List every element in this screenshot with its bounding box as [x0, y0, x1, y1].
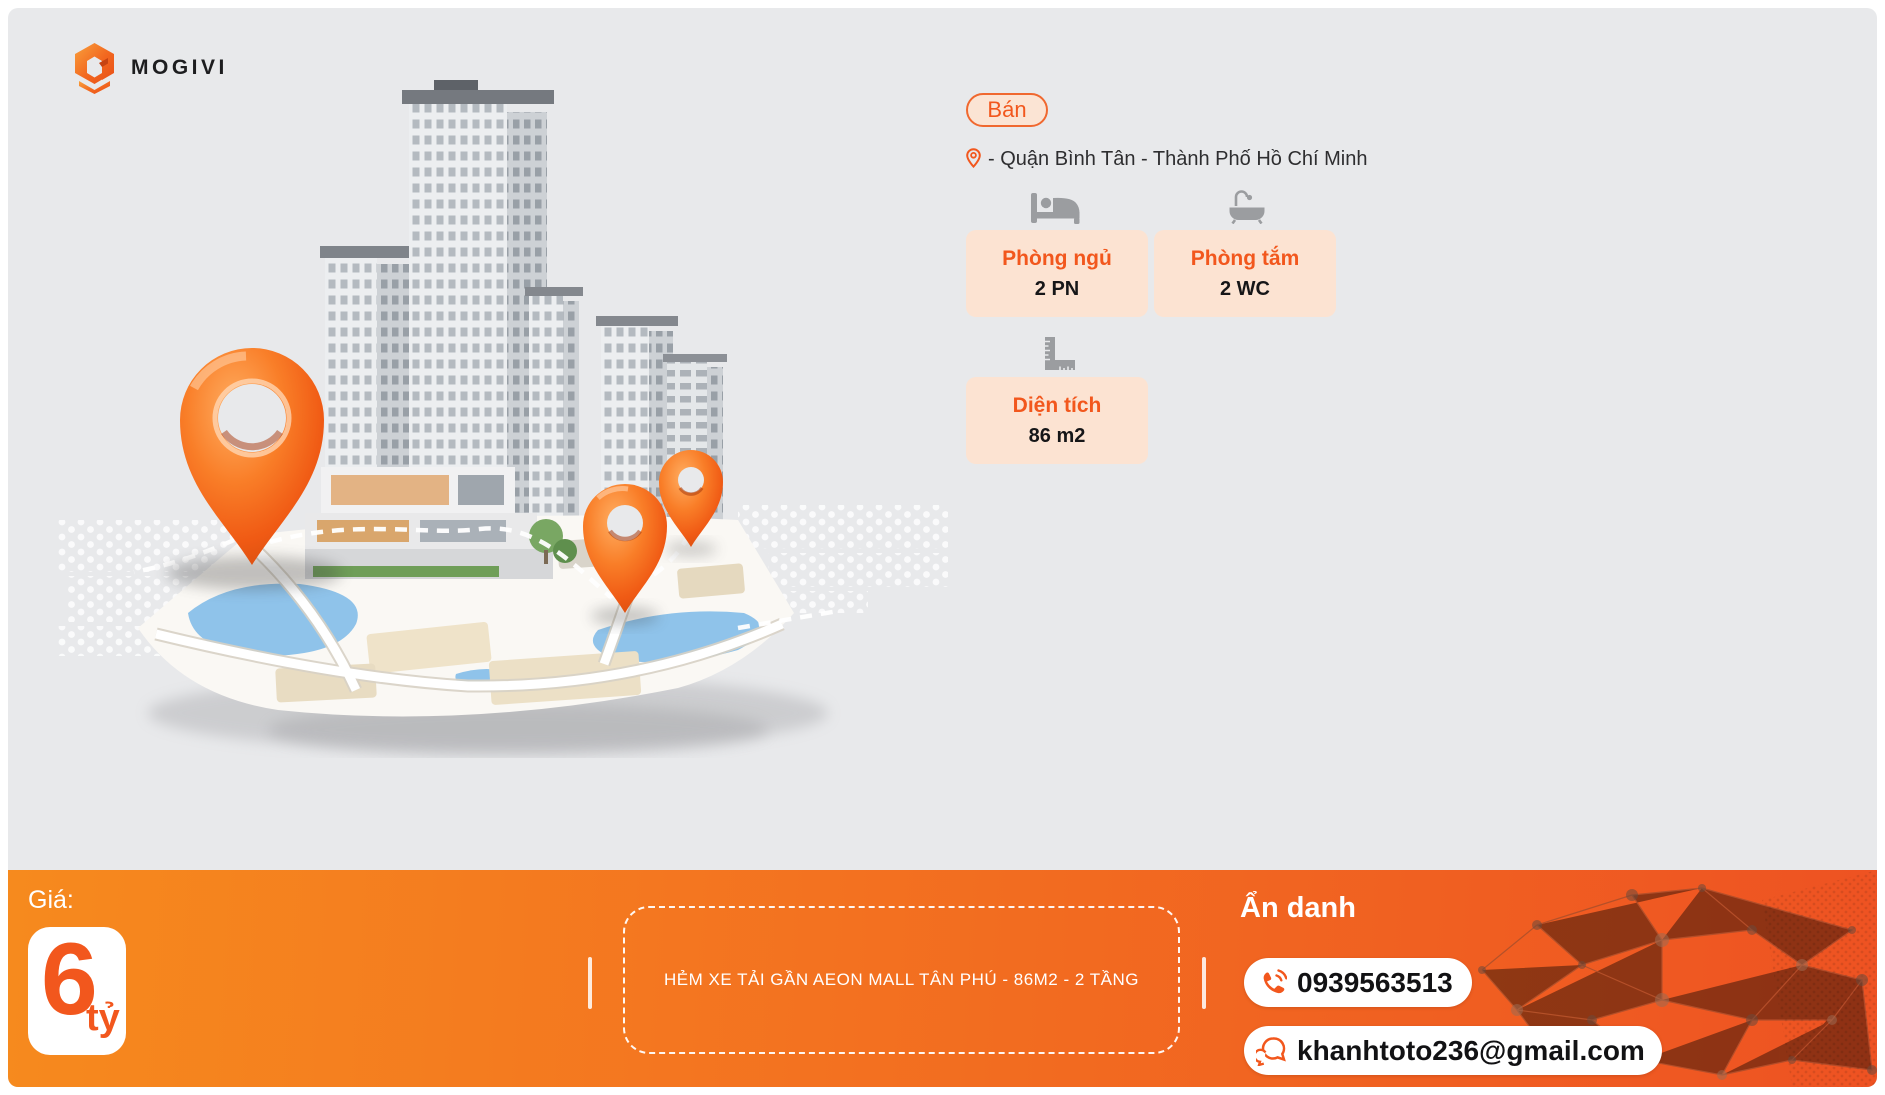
email-contact-button[interactable]: khanhtoto236@gmail.com	[1244, 1026, 1662, 1075]
feature-value: 2 PN	[1034, 277, 1080, 300]
divider	[588, 957, 592, 1009]
mogivi-logo-icon	[75, 43, 114, 94]
price-contact-bar: Giá: 6 tỷ HẺM XE TẢI GẦN AEON MALL TÂN P…	[8, 870, 1877, 1087]
mogivi-logo[interactable]: MOGIVI	[72, 42, 228, 94]
map-pin-icon	[659, 450, 723, 556]
price-amount: 6	[41, 922, 98, 1036]
phone-number: 0939563513	[1297, 966, 1453, 998]
phone-icon	[1263, 969, 1287, 994]
feature-label: Phòng tắm	[1190, 246, 1300, 270]
feature-card-bathroom: Phòng tắm 2 WC	[1154, 230, 1336, 317]
location-pin-icon	[966, 148, 981, 168]
listing-title-box: HẺM XE TẢI GẦN AEON MALL TÂN PHÚ - 86M2 …	[623, 906, 1180, 1054]
transaction-type-badge[interactable]: Bán	[966, 93, 1048, 127]
feature-card-area: Diện tích 86 m2	[966, 377, 1148, 464]
transaction-type-label: Bán	[987, 97, 1027, 122]
location-text: - Quận Bình Tân - Thành Phố Hồ Chí Minh	[988, 148, 1368, 170]
ruler-icon	[1045, 337, 1075, 370]
price-label: Giá:	[28, 886, 74, 914]
map-pin-icon	[583, 484, 667, 625]
agent-name: Ẩn danh	[1240, 892, 1356, 924]
feature-label: Phòng ngủ	[1002, 246, 1112, 270]
feature-value: 2 WC	[1220, 277, 1270, 300]
brand-wordmark: MOGIVI	[131, 56, 228, 79]
bed-icon	[1031, 193, 1080, 224]
property-map-illustration	[56, 80, 948, 756]
email-address: khanhtoto236@gmail.com	[1297, 1034, 1645, 1066]
price-box: 6 tỷ	[28, 922, 126, 1055]
phone-contact-button[interactable]: 0939563513	[1244, 958, 1472, 1007]
map-pin-icon	[166, 348, 342, 590]
listing-card: MOGIVI	[8, 8, 1877, 1087]
listing-location: - Quận Bình Tân - Thành Phố Hồ Chí Minh	[966, 148, 1367, 171]
feature-card-bedroom: Phòng ngủ 2 PN	[966, 230, 1148, 317]
divider	[1202, 957, 1206, 1009]
chat-bubble-icon	[1256, 1037, 1286, 1066]
feature-value: 86 m2	[1028, 424, 1086, 447]
listing-title: HẺM XE TẢI GẦN AEON MALL TÂN PHÚ - 86M2 …	[664, 970, 1139, 989]
feature-label: Diện tích	[1012, 393, 1102, 417]
price-unit: tỷ	[86, 997, 120, 1039]
bathtub-icon	[1229, 190, 1265, 224]
